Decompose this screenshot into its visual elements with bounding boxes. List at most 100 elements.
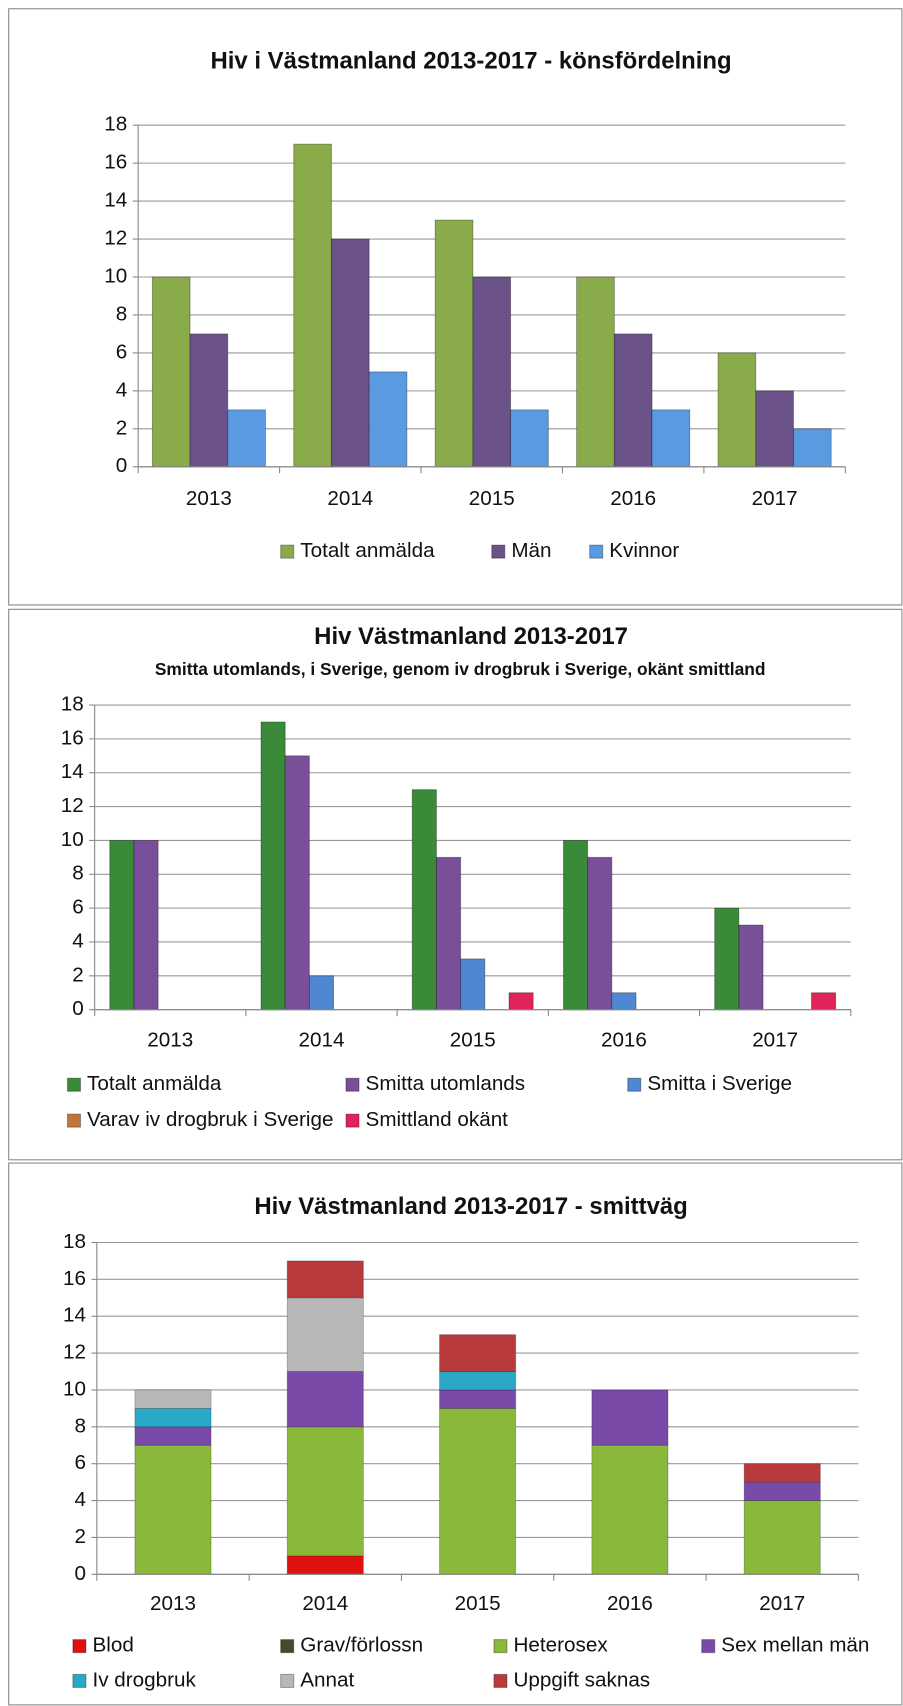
x-tick-label: 2013 bbox=[150, 1592, 196, 1615]
y-tick-label: 10 bbox=[104, 264, 127, 287]
y-tick-label: 14 bbox=[63, 1304, 86, 1327]
legend-label: Grav/förlossn bbox=[300, 1634, 423, 1657]
bar bbox=[435, 856, 462, 1011]
y-tick-label: 12 bbox=[61, 794, 84, 817]
bar-segment bbox=[439, 1371, 517, 1391]
y-tick-label: 6 bbox=[72, 896, 83, 919]
legend-swatch bbox=[589, 544, 604, 559]
bar-segment bbox=[286, 1260, 364, 1299]
bar-segment bbox=[743, 1500, 821, 1575]
x-tick-label: 2016 bbox=[607, 1592, 653, 1615]
bar bbox=[331, 238, 370, 468]
y-tick-label: 8 bbox=[74, 1414, 86, 1437]
x-tick-label: 2016 bbox=[610, 487, 656, 510]
bar bbox=[755, 390, 794, 468]
bar bbox=[508, 992, 534, 1011]
x-tick-label: 2014 bbox=[302, 1592, 348, 1615]
legend-label: Sex mellan män bbox=[721, 1634, 869, 1657]
chart-title: Hiv Västmanland 2013-2017 bbox=[314, 623, 628, 650]
bar bbox=[368, 371, 408, 468]
y-tick-label: 2 bbox=[72, 963, 83, 986]
bar-segment bbox=[134, 1407, 212, 1428]
bar bbox=[563, 839, 589, 1011]
bar bbox=[460, 958, 486, 1011]
legend-swatch bbox=[491, 544, 506, 559]
bar-segment bbox=[134, 1426, 212, 1446]
bar bbox=[472, 276, 512, 468]
bar bbox=[227, 409, 266, 468]
x-tick-label: 2017 bbox=[759, 1592, 805, 1615]
x-tick-label: 2017 bbox=[752, 487, 798, 510]
bar-segment bbox=[743, 1463, 821, 1483]
legend-label: Varav iv drogbruk i Sverige bbox=[87, 1108, 333, 1131]
bar-segment bbox=[439, 1389, 517, 1409]
legend-label: Annat bbox=[300, 1668, 354, 1691]
y-tick-label: 0 bbox=[72, 997, 83, 1020]
y-tick-label: 4 bbox=[116, 378, 128, 401]
y-tick-label: 2 bbox=[116, 416, 128, 439]
legend-swatch bbox=[345, 1077, 360, 1092]
bar-segment bbox=[286, 1371, 364, 1428]
x-tick-label: 2017 bbox=[752, 1029, 798, 1052]
legend-label: Smitta utomlands bbox=[366, 1072, 526, 1095]
bar-segment bbox=[286, 1555, 364, 1575]
bar-segment bbox=[743, 1481, 821, 1502]
bar bbox=[811, 992, 837, 1011]
bar bbox=[189, 333, 229, 468]
y-tick-label: 0 bbox=[74, 1562, 86, 1585]
legend-swatch bbox=[701, 1639, 716, 1654]
bar bbox=[434, 219, 474, 468]
legend-label: Smitta i Sverige bbox=[647, 1072, 792, 1095]
y-tick-label: 14 bbox=[104, 189, 127, 212]
x-tick-label: 2013 bbox=[186, 487, 232, 510]
y-tick-label: 10 bbox=[63, 1377, 86, 1400]
y-tick-label: 6 bbox=[74, 1451, 86, 1474]
bar-segment bbox=[286, 1297, 364, 1372]
y-tick-label: 2 bbox=[74, 1525, 86, 1548]
x-tick-label: 2014 bbox=[299, 1029, 345, 1052]
x-tick-label: 2015 bbox=[455, 1592, 501, 1615]
legend-swatch bbox=[280, 1673, 295, 1689]
bar bbox=[260, 721, 286, 1011]
bar-segment bbox=[134, 1389, 212, 1409]
x-tick-label: 2015 bbox=[450, 1029, 496, 1052]
y-tick-label: 16 bbox=[61, 726, 84, 749]
bar bbox=[613, 333, 653, 468]
bar bbox=[510, 409, 549, 468]
y-tick-label: 6 bbox=[116, 340, 128, 363]
chart-title: Hiv Västmanland 2013-2017 - smittväg bbox=[254, 1193, 687, 1220]
legend-swatch bbox=[493, 1639, 508, 1654]
bar-segment bbox=[591, 1444, 669, 1575]
chart-title: Hiv i Västmanland 2013-2017 - könsfördel… bbox=[211, 47, 732, 74]
bar bbox=[411, 789, 437, 1011]
y-tick-label: 0 bbox=[116, 454, 128, 477]
legend-label: Uppgift saknas bbox=[514, 1668, 651, 1691]
y-tick-label: 4 bbox=[72, 929, 83, 952]
legend-label: Heterosex bbox=[514, 1634, 609, 1657]
legend-swatch bbox=[72, 1639, 87, 1654]
y-tick-label: 4 bbox=[74, 1488, 86, 1511]
legend-label: Totalt anmälda bbox=[87, 1072, 222, 1095]
y-tick-label: 18 bbox=[63, 1230, 86, 1253]
bar bbox=[109, 839, 135, 1011]
y-tick-label: 8 bbox=[116, 302, 128, 325]
legend-label: Kvinnor bbox=[609, 539, 679, 562]
y-tick-label: 18 bbox=[61, 692, 84, 715]
legend-swatch bbox=[345, 1113, 360, 1128]
bar bbox=[308, 975, 335, 1011]
bar bbox=[151, 276, 191, 468]
x-tick-label: 2013 bbox=[147, 1029, 193, 1052]
x-tick-label: 2015 bbox=[469, 487, 515, 510]
y-tick-label: 16 bbox=[63, 1267, 86, 1290]
y-tick-label: 8 bbox=[72, 862, 83, 885]
legend-label: Iv drogbruk bbox=[92, 1668, 196, 1691]
bar bbox=[611, 992, 637, 1011]
y-tick-label: 14 bbox=[61, 760, 84, 783]
bar-segment bbox=[591, 1389, 669, 1446]
x-tick-label: 2014 bbox=[327, 487, 373, 510]
bar bbox=[587, 856, 613, 1011]
y-tick-label: 16 bbox=[104, 151, 127, 174]
y-tick-label: 10 bbox=[61, 828, 84, 851]
legend-swatch bbox=[493, 1673, 508, 1689]
